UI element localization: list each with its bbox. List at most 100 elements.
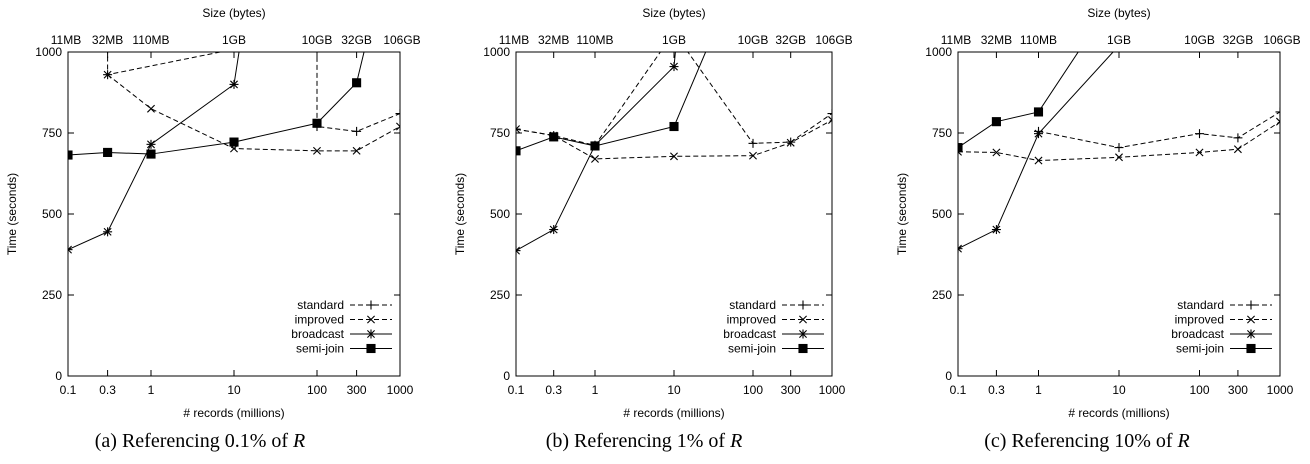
x-tick-label: 300 bbox=[1228, 383, 1248, 397]
y-tick-label: 500 bbox=[42, 207, 62, 221]
x-tick-label: 0.1 bbox=[950, 383, 967, 397]
data-point-improved bbox=[670, 152, 678, 161]
top-tick-label: 11MB bbox=[51, 33, 81, 47]
top-tick-label: 110MB bbox=[132, 33, 169, 47]
plot-area bbox=[68, 52, 400, 255]
figure-caption: (b) Referencing 1% of R bbox=[546, 430, 743, 452]
legend-marker-broadcast bbox=[1246, 329, 1256, 339]
x-tick-label: 0.3 bbox=[99, 383, 116, 397]
plot-area bbox=[958, 52, 1280, 254]
y-tick-label: 1000 bbox=[35, 45, 62, 59]
data-point-standard bbox=[748, 138, 758, 148]
x-tick-label: 10 bbox=[1112, 383, 1126, 397]
legend-label: improved bbox=[295, 313, 344, 327]
series-line-standard bbox=[107, 52, 400, 132]
series-line-standard bbox=[1038, 111, 1280, 149]
y-axis-title: Time (seconds) bbox=[5, 173, 19, 255]
caption-text: (a) Referencing 0.1% of bbox=[95, 430, 293, 452]
legend-label: semi-join bbox=[1176, 342, 1224, 356]
data-point-semi-join bbox=[1033, 107, 1044, 117]
top-tick-label: 106GB bbox=[1263, 33, 1300, 47]
top-tick-label: 106GB bbox=[383, 33, 420, 47]
y-axis-title: Time (seconds) bbox=[895, 173, 909, 255]
data-point-broadcast bbox=[669, 62, 679, 72]
data-point-improved bbox=[313, 146, 321, 155]
top-tick-label: 11MB bbox=[499, 33, 529, 47]
data-point-semi-join bbox=[590, 141, 600, 151]
y-tick-label: 750 bbox=[932, 126, 952, 140]
x-tick-label: 0.1 bbox=[60, 383, 77, 397]
y-tick-label: 0 bbox=[945, 369, 952, 383]
y-tick-label: 0 bbox=[55, 369, 62, 383]
data-point-broadcast bbox=[146, 139, 156, 149]
data-point-semi-join bbox=[146, 149, 156, 159]
x-tick-label: 1 bbox=[1035, 383, 1042, 397]
x-tick-label: 300 bbox=[347, 383, 367, 397]
legend-label: semi-join bbox=[296, 342, 344, 356]
data-point-broadcast bbox=[958, 244, 963, 254]
top-tick-label: 10GB bbox=[302, 33, 333, 47]
y-tick-label: 1000 bbox=[483, 45, 510, 59]
x-tick-label: 100 bbox=[307, 383, 327, 397]
legend-label: semi-join bbox=[728, 342, 776, 356]
data-point-broadcast bbox=[68, 245, 73, 255]
data-point-semi-join bbox=[669, 121, 679, 132]
top-tick-label: 32GB bbox=[775, 33, 806, 47]
top-tick-label: 110MB bbox=[576, 33, 613, 47]
data-point-semi-join bbox=[549, 132, 559, 142]
top-tick-label: 32MB bbox=[92, 33, 123, 47]
data-point-semi-join bbox=[516, 146, 521, 156]
y-axis-title: Time (seconds) bbox=[453, 173, 467, 255]
top-tick-label: 11MB bbox=[941, 33, 971, 47]
top-tick-label: 1GB bbox=[222, 33, 246, 47]
top-axis-title: Size (bytes) bbox=[202, 6, 265, 20]
y-tick-label: 250 bbox=[932, 288, 952, 302]
top-axis-title: Size (bytes) bbox=[1087, 6, 1150, 20]
top-axis-title: Size (bytes) bbox=[642, 6, 705, 20]
data-point-improved bbox=[1034, 156, 1043, 165]
data-point-improved bbox=[828, 116, 832, 125]
data-point-improved bbox=[591, 154, 599, 163]
x-tick-label: 1 bbox=[592, 383, 599, 397]
legend-marker-semi-join bbox=[366, 343, 376, 354]
y-tick-label: 500 bbox=[490, 207, 510, 221]
data-point-improved bbox=[396, 122, 400, 131]
x-tick-label: 1000 bbox=[387, 383, 414, 397]
legend-marker-standard bbox=[1246, 300, 1256, 310]
data-point-improved bbox=[352, 146, 361, 155]
data-point-improved bbox=[103, 70, 112, 79]
top-tick-label: 10GB bbox=[738, 33, 769, 47]
x-tick-label: 10 bbox=[227, 383, 241, 397]
legend-label: standard bbox=[297, 298, 344, 312]
legend-label: improved bbox=[1175, 313, 1224, 327]
x-tick-label: 0.1 bbox=[508, 383, 525, 397]
y-tick-label: 750 bbox=[490, 126, 510, 140]
data-point-semi-join bbox=[229, 137, 239, 147]
data-point-standard bbox=[516, 124, 521, 134]
x-axis-title: # records (millions) bbox=[623, 406, 724, 420]
legend-marker-semi-join bbox=[1246, 343, 1256, 354]
data-point-improved bbox=[786, 138, 795, 147]
top-tick-label: 1GB bbox=[662, 33, 686, 47]
data-point-improved bbox=[1276, 117, 1280, 126]
y-tick-label: 750 bbox=[42, 126, 62, 140]
x-tick-label: 1000 bbox=[819, 383, 846, 397]
x-tick-label: 1 bbox=[148, 383, 155, 397]
legend-marker-broadcast bbox=[366, 329, 376, 339]
data-point-broadcast bbox=[1034, 129, 1043, 139]
data-point-improved bbox=[1115, 153, 1123, 162]
data-point-semi-join bbox=[352, 78, 362, 88]
plot-frame bbox=[67, 51, 401, 377]
series-line-semi-join bbox=[68, 52, 365, 156]
series-line-semi-join bbox=[516, 52, 707, 152]
data-point-standard bbox=[1233, 133, 1243, 143]
data-point-improved bbox=[1195, 148, 1204, 157]
caption-variable: R bbox=[292, 430, 305, 452]
legend-label: broadcast bbox=[723, 327, 776, 341]
x-tick-label: 100 bbox=[743, 383, 763, 397]
x-tick-label: 0.3 bbox=[988, 383, 1005, 397]
data-point-standard bbox=[1114, 143, 1124, 153]
